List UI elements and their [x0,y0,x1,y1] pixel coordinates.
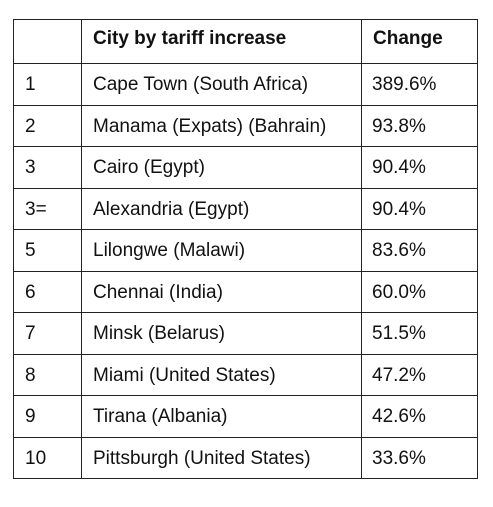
city-cell: Cairo (Egypt) [81,146,362,189]
header-change: Change [361,19,478,64]
change-cell: 42.6% [361,395,478,438]
table-row: 8 Miami (United States) 47.2% [13,353,478,396]
rank-cell: 3 [13,146,82,189]
header-row: City by tariff increase Change [13,19,478,64]
table-row: 5 Lilongwe (Malawi) 83.6% [13,229,478,272]
rank-cell: 10 [13,436,82,479]
table-row: 7 Minsk (Belarus) 51.5% [13,312,478,355]
table-row: 1 Cape Town (South Africa) 389.6% [13,63,478,106]
change-cell: 51.5% [361,312,478,355]
change-cell: 93.8% [361,104,478,147]
table-row: 2 Manama (Expats) (Bahrain) 93.8% [13,104,478,147]
city-cell: Cape Town (South Africa) [81,63,362,106]
city-cell: Lilongwe (Malawi) [81,229,362,272]
change-cell: 33.6% [361,436,478,479]
change-cell: 60.0% [361,270,478,313]
city-cell: Miami (United States) [81,353,362,396]
rank-cell: 3= [13,187,82,230]
table-row: 6 Chennai (India) 60.0% [13,270,478,313]
change-cell: 47.2% [361,353,478,396]
city-cell: Manama (Expats) (Bahrain) [81,104,362,147]
change-cell: 83.6% [361,229,478,272]
rank-cell: 1 [13,63,82,106]
rank-cell: 9 [13,395,82,438]
city-cell: Tirana (Albania) [81,395,362,438]
change-cell: 90.4% [361,146,478,189]
city-cell: Alexandria (Egypt) [81,187,362,230]
change-cell: 389.6% [361,63,478,106]
table-row: 9 Tirana (Albania) 42.6% [13,395,478,438]
change-cell: 90.4% [361,187,478,230]
rank-cell: 2 [13,104,82,147]
table-row: 3 Cairo (Egypt) 90.4% [13,146,478,189]
city-cell: Minsk (Belarus) [81,312,362,355]
city-cell: Pittsburgh (United States) [81,436,362,479]
rank-cell: 7 [13,312,82,355]
rank-cell: 6 [13,270,82,313]
tariff-table: City by tariff increase Change 1 Cape To… [13,19,478,479]
header-city: City by tariff increase [81,19,362,64]
table-row: 3= Alexandria (Egypt) 90.4% [13,187,478,230]
table-row: 10 Pittsburgh (United States) 33.6% [13,436,478,479]
rank-cell: 8 [13,353,82,396]
city-cell: Chennai (India) [81,270,362,313]
rank-cell: 5 [13,229,82,272]
header-rank [13,19,82,64]
